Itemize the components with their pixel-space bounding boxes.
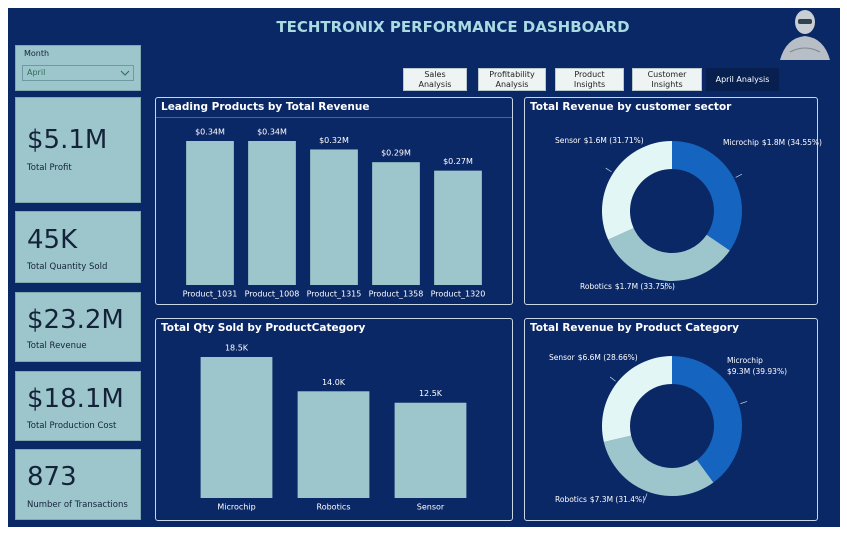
category-label: Sensor bbox=[555, 136, 582, 145]
data-label: 14.0K bbox=[322, 378, 346, 387]
data-label: Robotics $7.3M (31.4%) bbox=[555, 495, 645, 504]
chart-panel: Total Revenue by customer sector bbox=[524, 97, 818, 305]
value-label: $9.3M (39.93%) bbox=[727, 367, 787, 376]
data-label: 18.5K bbox=[225, 344, 249, 353]
bar bbox=[310, 149, 358, 285]
robot-icon bbox=[780, 10, 830, 60]
kpi-value: $23.2M bbox=[27, 305, 124, 335]
category-label: Robotics bbox=[580, 282, 612, 291]
slicer-dropdown[interactable]: April bbox=[22, 65, 134, 81]
bar bbox=[297, 391, 370, 498]
data-label: Microchip $9.3M (39.93%) bbox=[727, 356, 787, 376]
bar bbox=[200, 357, 273, 498]
slicer-value: April bbox=[27, 68, 46, 77]
kpi-card: 873 Number of Transactions bbox=[15, 449, 141, 520]
x-tick-label: Sensor bbox=[417, 503, 445, 512]
nav-button[interactable]: April Analysis bbox=[706, 68, 779, 91]
x-tick-label: Microchip bbox=[217, 503, 255, 512]
x-tick-label: Product_1358 bbox=[369, 290, 424, 299]
data-label: 12.5K bbox=[419, 389, 443, 398]
month-slicer: Month April bbox=[15, 45, 141, 91]
kpi-value: 873 bbox=[27, 462, 77, 492]
kpi-card: 45K Total Quantity Sold bbox=[15, 211, 141, 283]
x-tick-label: Robotics bbox=[317, 503, 351, 512]
donut-slice bbox=[601, 141, 672, 240]
data-label: Sensor $1.6M (31.71%) bbox=[555, 136, 644, 145]
donut-slice bbox=[603, 435, 714, 496]
donut-slice bbox=[608, 228, 730, 281]
category-label: Robotics bbox=[555, 495, 587, 504]
bar bbox=[186, 141, 234, 285]
category-label: Microchip bbox=[723, 138, 759, 147]
donut-slice bbox=[672, 356, 742, 483]
kpi-card: $18.1M Total Production Cost bbox=[15, 371, 141, 441]
kpi-label: Total Quantity Sold bbox=[27, 262, 108, 272]
value-label: $6.6M (28.66%) bbox=[578, 353, 638, 362]
chart-panel: Total Qty Sold by ProductCategory bbox=[155, 318, 513, 521]
kpi-label: Total Production Cost bbox=[27, 421, 117, 431]
kpi-value: 45K bbox=[27, 225, 78, 255]
chart-title: Total Revenue by customer sector bbox=[530, 101, 732, 113]
nav-button[interactable]: Profitability Analysis bbox=[478, 68, 546, 91]
nav-button[interactable]: Customer Insights bbox=[632, 68, 702, 91]
dashboard-title: TECHTRONIX PERFORMANCE DASHBOARD bbox=[276, 18, 630, 36]
kpi-value: $5.1M bbox=[27, 125, 108, 155]
donut-slice bbox=[602, 356, 672, 442]
data-label: $0.29M bbox=[381, 149, 411, 158]
chart-panel: Leading Products by Total Revenue bbox=[155, 97, 513, 305]
leader-line bbox=[609, 376, 616, 382]
kpi-value: $18.1M bbox=[27, 384, 124, 414]
leader-line bbox=[605, 167, 612, 173]
data-label: $0.27M bbox=[443, 157, 473, 166]
leader-line bbox=[735, 173, 743, 178]
data-label: $0.34M bbox=[195, 128, 225, 137]
bar bbox=[248, 141, 296, 285]
value-label: $1.7M (33.75%) bbox=[615, 282, 675, 291]
category-label: Microchip bbox=[727, 356, 763, 365]
x-tick-label: Product_1008 bbox=[245, 290, 300, 299]
leader-line bbox=[664, 282, 666, 290]
kpi-label: Number of Transactions bbox=[27, 500, 128, 510]
bar bbox=[434, 170, 482, 285]
x-tick-label: Product_1031 bbox=[183, 290, 238, 299]
leader-line bbox=[644, 493, 648, 501]
kpi-label: Total Revenue bbox=[27, 341, 87, 351]
data-label: Sensor $6.6M (28.66%) bbox=[549, 353, 638, 362]
x-tick-label: Product_1315 bbox=[307, 290, 362, 299]
data-label: $0.34M bbox=[257, 128, 287, 137]
x-tick-label: Product_1320 bbox=[431, 290, 486, 299]
nav-button[interactable]: Sales Analysis bbox=[403, 68, 467, 91]
chart-title: Leading Products by Total Revenue bbox=[161, 101, 370, 113]
slicer-label: Month bbox=[24, 49, 50, 58]
nav-button[interactable]: Product Insights bbox=[555, 68, 624, 91]
dropdown-chevron bbox=[120, 70, 130, 76]
bar bbox=[372, 162, 420, 285]
donut-slice bbox=[672, 141, 742, 251]
chart-title: Total Qty Sold by ProductCategory bbox=[161, 322, 366, 334]
data-label: Microchip $1.8M (34.55%) bbox=[723, 138, 822, 147]
bar bbox=[394, 402, 467, 498]
category-label: Sensor bbox=[549, 353, 576, 362]
kpi-label: Total Profit bbox=[27, 163, 72, 173]
value-label: $7.3M (31.4%) bbox=[590, 495, 645, 504]
chart-panel: Total Revenue by Product Category bbox=[524, 318, 818, 521]
value-label: $1.6M (31.71%) bbox=[584, 136, 644, 145]
data-label: $0.32M bbox=[319, 136, 349, 145]
kpi-card: $5.1M Total Profit bbox=[15, 97, 141, 203]
value-label: $1.8M (34.55%) bbox=[762, 138, 822, 147]
kpi-card: $23.2M Total Revenue bbox=[15, 292, 141, 362]
chart-title: Total Revenue by Product Category bbox=[530, 322, 739, 334]
data-label: Robotics $1.7M (33.75%) bbox=[580, 282, 675, 291]
leader-line bbox=[740, 401, 748, 404]
